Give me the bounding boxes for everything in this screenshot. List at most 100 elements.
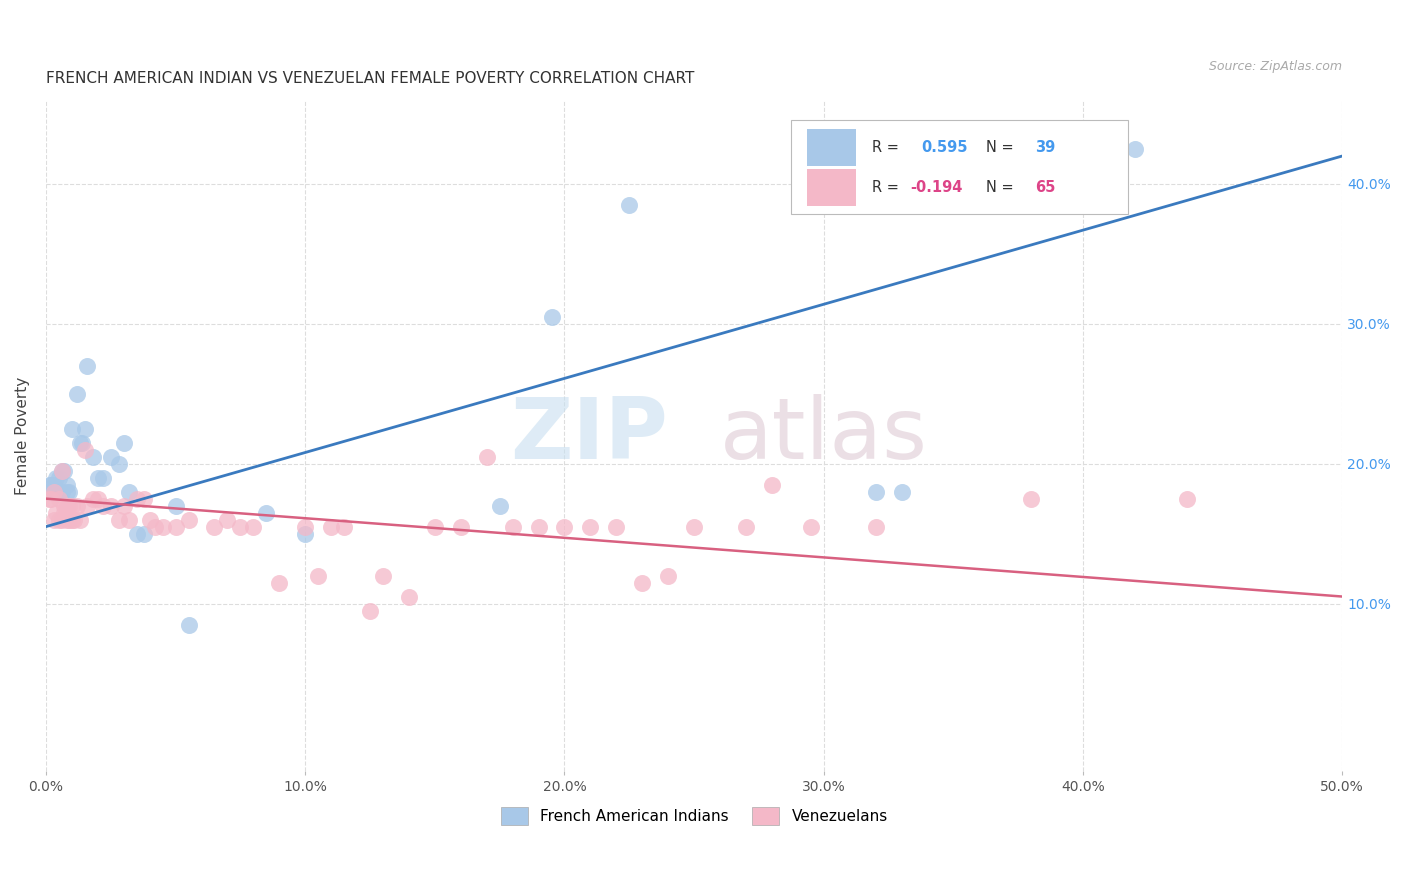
Point xyxy=(527,519,550,533)
Point xyxy=(165,519,187,533)
Point xyxy=(55,477,77,491)
Point xyxy=(605,519,627,533)
Point xyxy=(48,471,70,485)
Point xyxy=(91,499,114,513)
Point xyxy=(42,477,65,491)
Point xyxy=(107,457,129,471)
Point xyxy=(152,519,174,533)
Point xyxy=(540,310,562,324)
Point xyxy=(72,435,94,450)
Point xyxy=(39,491,62,506)
FancyBboxPatch shape xyxy=(807,128,856,166)
FancyBboxPatch shape xyxy=(807,169,856,206)
Point xyxy=(60,499,83,513)
Point xyxy=(100,499,122,513)
Point xyxy=(45,506,67,520)
Point xyxy=(100,450,122,464)
Text: ZIP: ZIP xyxy=(510,394,668,477)
Point xyxy=(269,575,291,590)
Point xyxy=(55,513,77,527)
Point xyxy=(631,575,654,590)
FancyBboxPatch shape xyxy=(792,120,1129,214)
Point xyxy=(217,513,239,527)
Legend: French American Indians, Venezuelans: French American Indians, Venezuelans xyxy=(495,801,894,830)
Text: R =: R = xyxy=(872,180,903,194)
Text: Source: ZipAtlas.com: Source: ZipAtlas.com xyxy=(1209,61,1343,73)
Point xyxy=(294,526,316,541)
Point xyxy=(76,499,98,513)
Point xyxy=(800,519,823,533)
Point xyxy=(48,513,70,527)
Point xyxy=(1175,491,1198,506)
Point xyxy=(82,450,104,464)
Point xyxy=(165,499,187,513)
Point xyxy=(45,484,67,499)
Point xyxy=(73,442,96,457)
Point xyxy=(87,491,110,506)
Point xyxy=(112,435,135,450)
Text: R =: R = xyxy=(872,139,903,154)
Point xyxy=(242,519,264,533)
Point xyxy=(39,477,62,491)
Point xyxy=(553,519,575,533)
Point xyxy=(683,519,706,533)
Point xyxy=(60,422,83,436)
Point xyxy=(177,617,200,632)
Point xyxy=(53,464,76,478)
Point xyxy=(488,499,510,513)
Point xyxy=(38,477,60,491)
Point xyxy=(1019,491,1042,506)
Point xyxy=(82,491,104,506)
Point xyxy=(450,519,472,533)
Point xyxy=(76,359,98,373)
Point xyxy=(48,491,70,506)
Point xyxy=(66,386,89,401)
Point xyxy=(53,499,76,513)
Point xyxy=(657,568,679,582)
Point xyxy=(735,519,758,533)
Point xyxy=(138,513,160,527)
Point xyxy=(204,519,226,533)
Point xyxy=(51,513,73,527)
Point xyxy=(118,484,141,499)
Point xyxy=(38,491,60,506)
Point xyxy=(58,499,80,513)
Y-axis label: Female Poverty: Female Poverty xyxy=(15,376,30,495)
Point xyxy=(125,526,148,541)
Point xyxy=(63,513,86,527)
Point xyxy=(58,484,80,499)
Point xyxy=(398,590,420,604)
Point xyxy=(371,568,394,582)
Point xyxy=(73,422,96,436)
Point xyxy=(865,519,887,533)
Text: 39: 39 xyxy=(1035,139,1056,154)
Point xyxy=(45,471,67,485)
Point xyxy=(321,519,343,533)
Point xyxy=(112,499,135,513)
Point xyxy=(254,506,277,520)
Point xyxy=(333,519,356,533)
Point xyxy=(69,513,91,527)
Point xyxy=(51,464,73,478)
Point xyxy=(502,519,524,533)
Point xyxy=(51,484,73,499)
Point xyxy=(87,471,110,485)
Point xyxy=(55,484,77,499)
Text: 0.595: 0.595 xyxy=(921,139,967,154)
Point xyxy=(1123,142,1146,156)
Text: atlas: atlas xyxy=(720,394,928,477)
Point xyxy=(890,484,912,499)
Text: N =: N = xyxy=(986,139,1018,154)
Text: FRENCH AMERICAN INDIAN VS VENEZUELAN FEMALE POVERTY CORRELATION CHART: FRENCH AMERICAN INDIAN VS VENEZUELAN FEM… xyxy=(46,71,695,87)
Point xyxy=(69,435,91,450)
Point xyxy=(125,491,148,506)
Point xyxy=(619,198,641,212)
Point xyxy=(579,519,602,533)
Point xyxy=(134,491,156,506)
Point xyxy=(42,513,65,527)
Text: -0.194: -0.194 xyxy=(911,180,963,194)
Point xyxy=(761,477,783,491)
Point xyxy=(177,513,200,527)
Point xyxy=(42,484,65,499)
Point xyxy=(475,450,498,464)
